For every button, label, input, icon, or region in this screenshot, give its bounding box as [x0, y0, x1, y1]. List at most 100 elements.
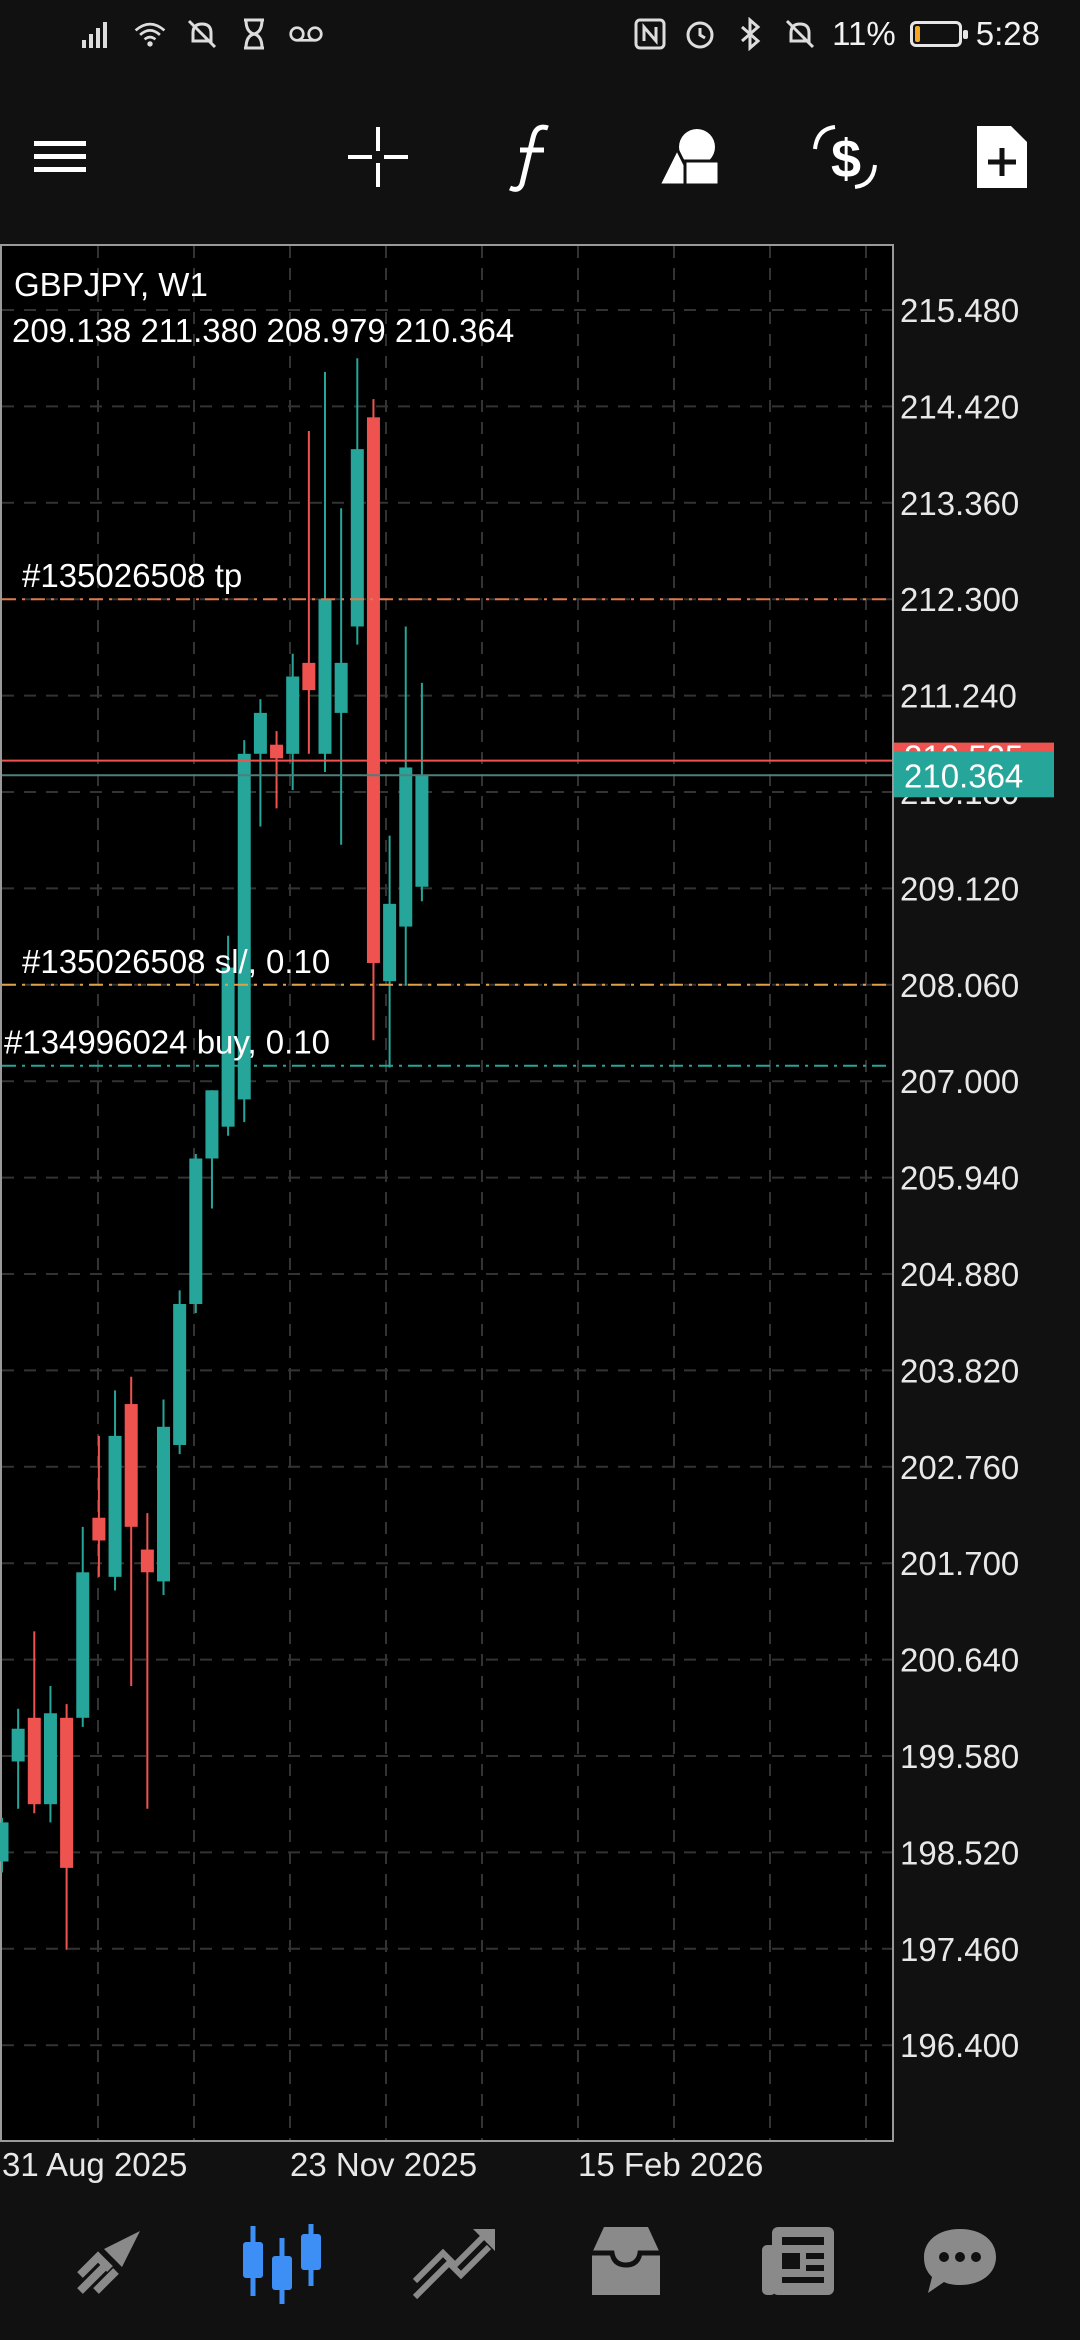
- price-axis-label: 211.240: [900, 678, 1017, 715]
- mute-icon: [782, 14, 818, 54]
- current-price-tag: 210.364: [904, 757, 1023, 794]
- candle-body: [157, 1426, 170, 1582]
- candle-body: [334, 662, 348, 713]
- bluetooth-icon: [732, 14, 768, 54]
- candle-body: [189, 1158, 203, 1305]
- chart-toolbar: $: [0, 72, 1080, 244]
- candle-body: [237, 753, 251, 1100]
- nav-trade[interactable]: [404, 2211, 504, 2311]
- objects-icon: [656, 129, 721, 187]
- time-axis-label: 15 Feb 2026: [578, 2146, 763, 2183]
- svg-text:$: $: [831, 129, 861, 189]
- candle-body: [399, 767, 413, 927]
- candle-body: [92, 1517, 106, 1541]
- voicemail-icon: [288, 14, 324, 54]
- nav-quotes[interactable]: [60, 2211, 160, 2311]
- price-axis-label: 208.060: [900, 967, 1019, 1004]
- price-axis-label: 196.400: [900, 2027, 1019, 2064]
- trade-level-label: #135026508 tp: [22, 557, 242, 594]
- candle-body: [124, 1404, 138, 1527]
- status-right-icons: 11% 5:28: [632, 14, 1040, 54]
- menu-icon: [34, 141, 86, 172]
- candle-body: [350, 449, 364, 627]
- candle-body: [221, 967, 235, 1127]
- nfc-icon: [632, 14, 668, 54]
- bottom-navigation: [0, 2186, 1080, 2340]
- trade-level-label: #134996024 buy, 0.10: [4, 1024, 330, 1061]
- quotes-icon: [77, 2231, 140, 2294]
- price-axis-label: 202.760: [900, 1449, 1019, 1486]
- messages-icon: [924, 2229, 996, 2293]
- indicators-button[interactable]: [493, 117, 573, 197]
- notifications-off-icon: [184, 14, 220, 54]
- time-axis-label: 31 Aug 2025: [2, 2146, 187, 2183]
- wifi-icon: [132, 14, 168, 54]
- candle-body: [286, 676, 300, 754]
- price-axis-label: 213.360: [900, 485, 1019, 522]
- indicator-f-icon: [508, 124, 549, 192]
- current-price-tag-bg: [894, 751, 1054, 798]
- candle-body: [302, 662, 316, 691]
- price-axis-label: 215.480: [900, 292, 1019, 329]
- candle-body: [27, 1717, 41, 1805]
- price-axis-label: 207.000: [900, 1063, 1019, 1100]
- chart-icon: [243, 2224, 321, 2304]
- trade-nav-icon: [412, 2229, 495, 2300]
- price-axis-label: 214.420: [900, 388, 1019, 425]
- nav-messages[interactable]: [910, 2211, 1010, 2311]
- price-axis-label: 199.580: [900, 1738, 1019, 1775]
- nav-news[interactable]: [748, 2211, 848, 2311]
- candle-body: [43, 1713, 57, 1805]
- nav-history[interactable]: [576, 2211, 676, 2311]
- candle-body: [415, 775, 429, 887]
- history-icon: [592, 2227, 660, 2295]
- trade-level-label: #135026508 sl/, 0.10: [22, 943, 330, 980]
- price-axis-label: 198.520: [900, 1834, 1019, 1871]
- menu-button[interactable]: [20, 117, 100, 197]
- chart-symbol-title: GBPJPY, W1: [14, 266, 208, 303]
- news-icon: [762, 2227, 834, 2295]
- objects-button[interactable]: [650, 117, 730, 197]
- candle-body: [366, 417, 380, 963]
- signal-icon: [80, 14, 116, 54]
- price-axis-label: 201.700: [900, 1545, 1019, 1582]
- candlestick-chart[interactable]: 215.480214.420213.360212.300211.240210.1…: [0, 0, 1080, 2186]
- candle-body: [270, 744, 284, 759]
- candle-body: [0, 1822, 9, 1862]
- new-order-icon: [977, 126, 1027, 188]
- trade-button[interactable]: $: [805, 117, 885, 197]
- candle-body: [76, 1572, 90, 1718]
- price-axis-label: 200.640: [900, 1642, 1019, 1679]
- candle-body: [108, 1435, 122, 1577]
- candle-body: [60, 1717, 74, 1868]
- candle-body: [253, 712, 267, 754]
- time-axis-label: 23 Nov 2025: [290, 2146, 477, 2183]
- price-axis-label: 205.940: [900, 1160, 1019, 1197]
- battery-level: [914, 26, 920, 42]
- new-order-button[interactable]: [962, 117, 1042, 197]
- candle-body: [318, 599, 332, 754]
- price-axis-label: 197.460: [900, 1931, 1019, 1968]
- price-axis-label: 209.120: [900, 870, 1019, 907]
- chart-area[interactable]: [0, 244, 894, 2142]
- battery-icon: [909, 21, 968, 47]
- candle-body: [205, 1090, 219, 1159]
- candle-body: [383, 903, 397, 982]
- chart-ohlc-values: 209.138 211.380 208.979 210.364: [12, 312, 515, 349]
- price-axis-label: 203.820: [900, 1352, 1019, 1389]
- status-bar: 11% 5:28: [0, 0, 1080, 72]
- battery-percent: 11%: [832, 15, 896, 52]
- alarm-icon: [682, 14, 718, 54]
- crosshair-button[interactable]: [338, 117, 418, 197]
- status-time: 5:28: [975, 15, 1040, 52]
- trade-icon: $: [813, 125, 877, 189]
- candle-body: [173, 1304, 187, 1445]
- crosshair-icon: [348, 127, 408, 187]
- status-left-icons: [80, 14, 324, 54]
- price-axis-label: 212.300: [900, 581, 1019, 618]
- candle-body: [11, 1728, 25, 1762]
- hourglass-icon: [236, 14, 272, 54]
- price-axis-label: 204.880: [900, 1256, 1019, 1293]
- candle-body: [140, 1549, 154, 1573]
- nav-chart[interactable]: [232, 2211, 332, 2311]
